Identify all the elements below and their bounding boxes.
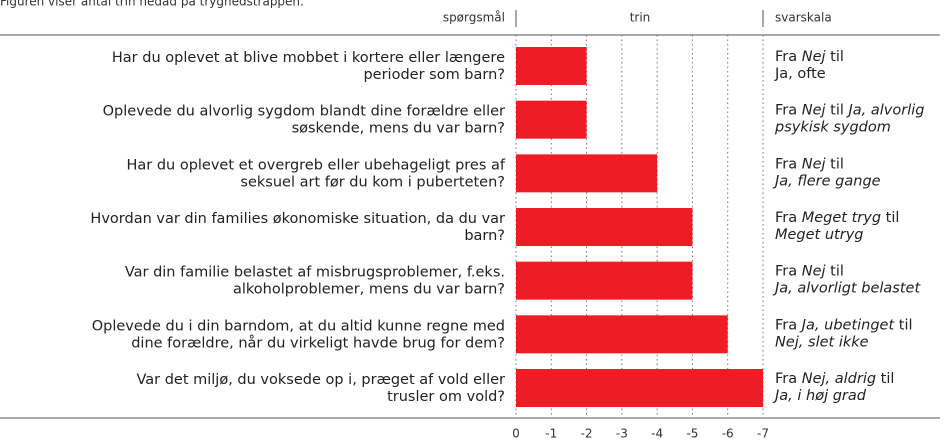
scale-line: Ja, alvorligt belastet <box>772 281 921 297</box>
scale-segment: Nej, slet ikke <box>775 334 869 350</box>
scale-segment: Fra <box>775 371 802 387</box>
scale-segment: Ja, flere gange <box>772 173 881 189</box>
scale-line: Fra Nej til Ja, alvorlig <box>775 103 925 119</box>
question-line: Var det miljø, du voksede op i, præget a… <box>136 372 505 388</box>
question-line: alkoholproblemer, mens du var barn? <box>233 282 505 298</box>
scale-segment: Fra <box>775 264 802 280</box>
caption: Figuren viser antal trin nedad på tryghe… <box>0 0 304 9</box>
scale-segment: Ja, ubetinget <box>799 317 896 333</box>
scale-segment: psykisk sygdom <box>774 120 891 136</box>
scale-line: Ja, ofte <box>774 66 826 82</box>
scale-segment: Nej <box>802 264 827 280</box>
question-line: Har du oplevet at blive mobbet i kortere… <box>112 50 505 66</box>
scale-line: Ja, flere gange <box>772 173 881 189</box>
question-line: barn? <box>464 228 505 244</box>
scale-segment: Nej <box>802 103 827 119</box>
question-line: trusler om vold? <box>387 389 505 405</box>
x-tick-label: -2 <box>581 427 593 441</box>
scale-segment: til <box>826 264 844 280</box>
scale-segment: Ja, ofte <box>774 66 826 82</box>
bar <box>516 47 587 85</box>
scale-line: Fra Nej til <box>775 264 844 280</box>
x-tick-label: -6 <box>722 427 734 441</box>
question-line: perioder som barn? <box>363 67 505 83</box>
bar <box>516 100 587 139</box>
header-scale: svarskala <box>775 11 832 25</box>
bar <box>516 315 728 354</box>
question-line: Oplevede du alvorlig sygdom blandt dine … <box>103 104 505 120</box>
question-line: dine forældre, når du virkeligt havde br… <box>131 334 505 351</box>
scale-line: Meget utryg <box>775 227 863 243</box>
x-tick-label: -3 <box>616 427 628 441</box>
scale-segment: Nej <box>802 49 827 65</box>
scale-segment: Fra <box>775 317 802 333</box>
scale-segment: Fra <box>775 210 802 226</box>
scale-line: Ja, i høj grad <box>772 388 867 404</box>
question-line: Hvordan var din families økonomiske situ… <box>90 211 505 227</box>
scale-line: Fra Meget tryg til <box>775 210 899 226</box>
header-questions: spørgsmål <box>443 11 505 25</box>
scale-line: Fra Ja, ubetinget til <box>775 317 913 333</box>
question-line: seksuel art før du kom i puberteten? <box>240 174 505 190</box>
bar <box>516 208 693 246</box>
header-axis: trin <box>630 11 651 25</box>
scale-segment: Meget tryg <box>802 210 881 226</box>
scale-line: Nej, slet ikke <box>775 334 869 350</box>
x-tick-label: 0 <box>512 427 520 441</box>
bar <box>516 154 658 193</box>
scale-line: Fra Nej til <box>775 156 844 172</box>
scale-segment: Fra <box>775 156 802 172</box>
question-line: søskende, mens du var barn? <box>292 121 505 137</box>
question-line: Oplevede du i din barndom, at du altid k… <box>92 318 505 334</box>
x-tick-label: -4 <box>651 427 663 441</box>
x-tick-label: -7 <box>757 427 769 441</box>
scale-segment: til <box>826 156 844 172</box>
x-tick-label: -5 <box>686 427 698 441</box>
bar <box>516 369 763 407</box>
scale-segment: til <box>894 317 912 333</box>
scale-segment: Ja, i høj grad <box>772 388 867 404</box>
scale-segment: Fra <box>775 49 802 65</box>
scale-line: psykisk sygdom <box>774 120 891 136</box>
scale-line: Fra Nej til <box>775 49 844 65</box>
scale-segment: Meget utryg <box>775 227 863 243</box>
bar <box>516 261 693 300</box>
scale-segment: til <box>826 103 849 119</box>
scale-segment: Fra <box>775 103 802 119</box>
scale-segment: Nej, aldrig <box>802 371 876 387</box>
scale-segment: Nej <box>802 156 827 172</box>
x-tick-label: -1 <box>545 427 557 441</box>
scale-segment: til <box>826 49 844 65</box>
question-line: Var din familie belastet af misbrugsprob… <box>125 265 505 281</box>
scale-segment: Ja, alvorlig <box>846 103 925 119</box>
question-line: Har du oplevet et overgreb eller ubehage… <box>126 157 505 173</box>
scale-segment: Ja, alvorligt belastet <box>772 281 921 297</box>
scale-segment: til <box>876 371 894 387</box>
scale-segment: til <box>881 210 899 226</box>
scale-line: Fra Nej, aldrig til <box>775 371 894 387</box>
